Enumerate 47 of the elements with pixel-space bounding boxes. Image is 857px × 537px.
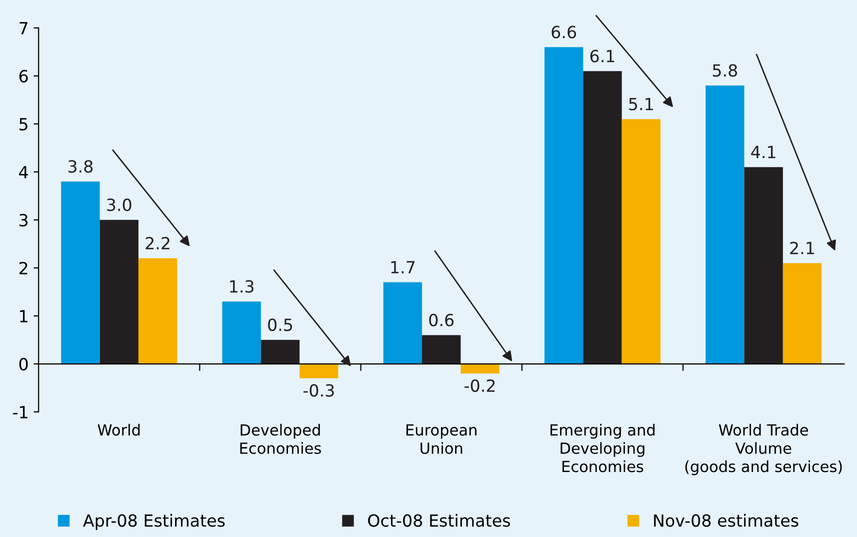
x-tick-label: World: [98, 424, 140, 436]
bar: [744, 167, 783, 364]
x-tick-label: Emerging and Developing Economies: [550, 424, 655, 472]
data-label: 2.1: [790, 242, 814, 254]
bar: [706, 86, 744, 364]
bar: [222, 301, 261, 364]
data-label: 2.2: [146, 236, 170, 250]
data-label: 0.6: [429, 314, 454, 326]
bar: [782, 263, 822, 364]
bar: [260, 340, 300, 364]
data-label: 1.7: [391, 261, 415, 274]
y-tick-label: 4: [19, 166, 28, 178]
bar: [460, 364, 500, 374]
data-label: 5.8: [712, 64, 738, 77]
data-label: 5.1: [629, 98, 653, 110]
x-tick-label: European Union: [406, 424, 476, 454]
x-tick-label: World Trade Volume (goods and services): [685, 424, 842, 476]
bar: [622, 119, 660, 364]
y-tick-label: -1: [13, 406, 28, 418]
y-tick-label: 1: [20, 310, 28, 322]
data-label: -0.3: [303, 384, 334, 397]
x-tick-label: Developed Economies: [240, 424, 321, 454]
bar: [100, 220, 138, 364]
bar: [138, 258, 178, 364]
bar: [544, 47, 584, 364]
legend-label: Nov-08 estimates: [654, 514, 798, 527]
data-label: 6.6: [552, 26, 576, 38]
y-tick-label: 0: [19, 358, 28, 370]
bar: [61, 182, 100, 364]
bar: [583, 71, 622, 364]
data-label: 6.1: [590, 50, 614, 62]
y-tick-label: 6: [19, 70, 28, 82]
y-tick-label: 3: [20, 214, 28, 226]
data-label: 0.5: [268, 318, 292, 332]
data-label: 4.1: [751, 146, 776, 158]
legend-label: Oct-08 Estimates: [368, 514, 510, 527]
data-label: 3.0: [107, 198, 132, 212]
legend-label: Apr-08 Estimates: [83, 514, 225, 530]
bar: [383, 282, 422, 364]
y-tick-label: 7: [20, 22, 28, 34]
y-tick-label: 2: [19, 262, 28, 274]
bar: [300, 364, 338, 378]
data-label: 1.3: [230, 280, 254, 293]
data-label: -0.2: [464, 379, 495, 392]
data-label: 3.8: [68, 160, 93, 173]
bar: [422, 335, 461, 364]
y-tick-label: 5: [20, 118, 28, 130]
